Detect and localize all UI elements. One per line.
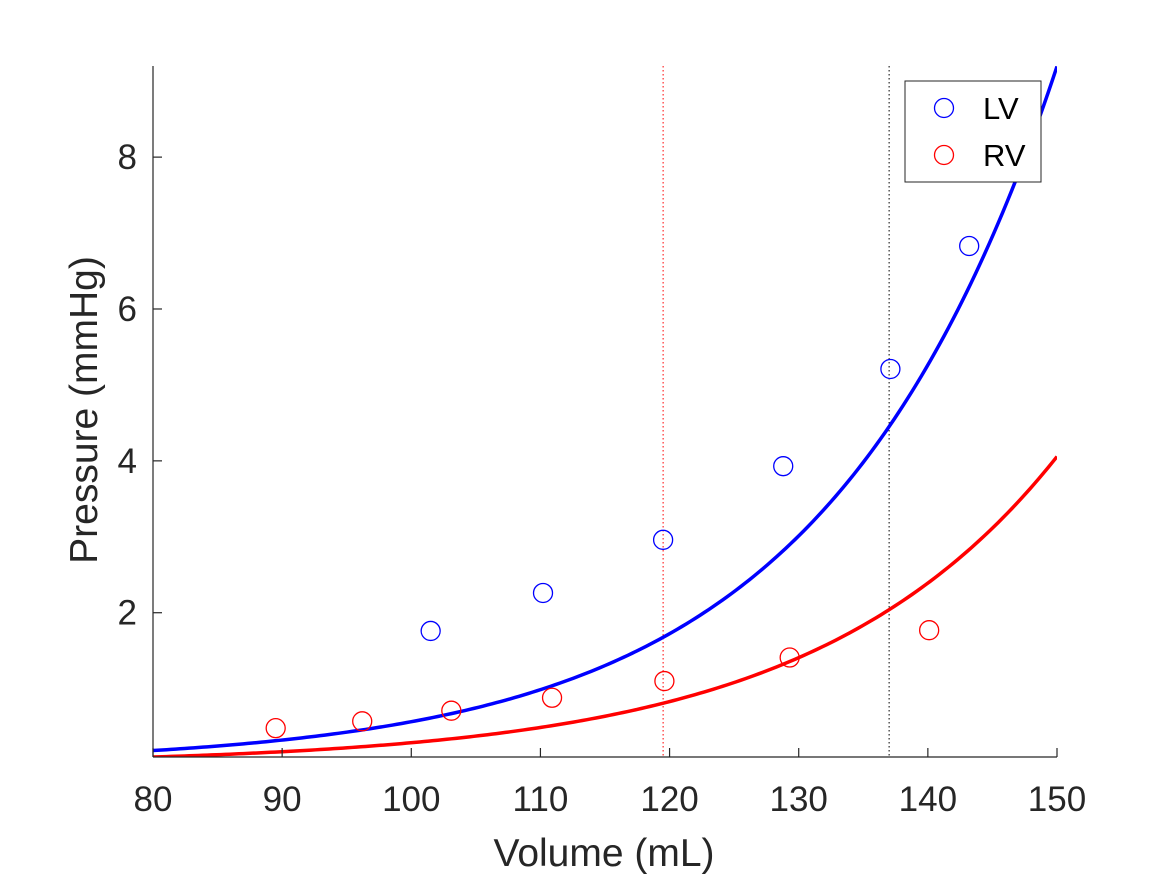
- y-tick-label-6: 6: [118, 290, 137, 329]
- fit-curves: [153, 66, 1057, 757]
- point-lv-6: [959, 235, 980, 257]
- point-lv-5: [880, 358, 901, 380]
- x-axis-label: Volume (mL): [493, 832, 714, 875]
- x-tick-label-130: 130: [770, 780, 828, 819]
- point-rv-4: [541, 687, 563, 708]
- legend-box: [904, 80, 1042, 183]
- legend-label-rv: RV: [983, 138, 1026, 173]
- x-tick-label-110: 110: [513, 780, 569, 819]
- axes: [152, 66, 1057, 758]
- y-tick-label-4: 4: [118, 442, 137, 481]
- y-axis-ticks: 2 4 6 8: [118, 138, 162, 633]
- x-axis-ticks: 80 90 100 110 120 130 140 150: [134, 748, 1086, 819]
- point-rv-7: [918, 620, 940, 641]
- x-tick-label-120: 120: [640, 780, 698, 819]
- legend-marker-rv: [933, 144, 955, 166]
- point-rv-1: [265, 717, 286, 739]
- point-lv-3: [652, 529, 674, 550]
- x-tick-label-140: 140: [899, 780, 957, 819]
- y-tick-label-2: 2: [118, 594, 137, 633]
- x-tick-label-90: 90: [263, 780, 302, 819]
- point-rv-6: [779, 647, 800, 668]
- point-rv-5: [654, 670, 675, 692]
- point-lv-2: [532, 582, 554, 604]
- fit-curve-lv: [153, 66, 1057, 753]
- data-points: [265, 235, 980, 739]
- legend-marker-lv: [933, 97, 955, 119]
- legend-label-lv: LV: [983, 91, 1019, 126]
- fit-curve-rv: [153, 455, 1057, 757]
- x-tick-label-80: 80: [134, 780, 173, 819]
- y-axis-label: Pressure (mmHg): [63, 256, 106, 564]
- point-lv-4: [773, 456, 794, 477]
- point-lv-1: [420, 620, 441, 642]
- y-tick-label-8: 8: [118, 138, 137, 177]
- point-rv-2: [352, 711, 373, 732]
- point-rv-3: [441, 700, 462, 721]
- legend: LV RV: [904, 80, 1042, 183]
- x-tick-label-100: 100: [382, 780, 440, 819]
- x-tick-label-150: 150: [1028, 780, 1086, 819]
